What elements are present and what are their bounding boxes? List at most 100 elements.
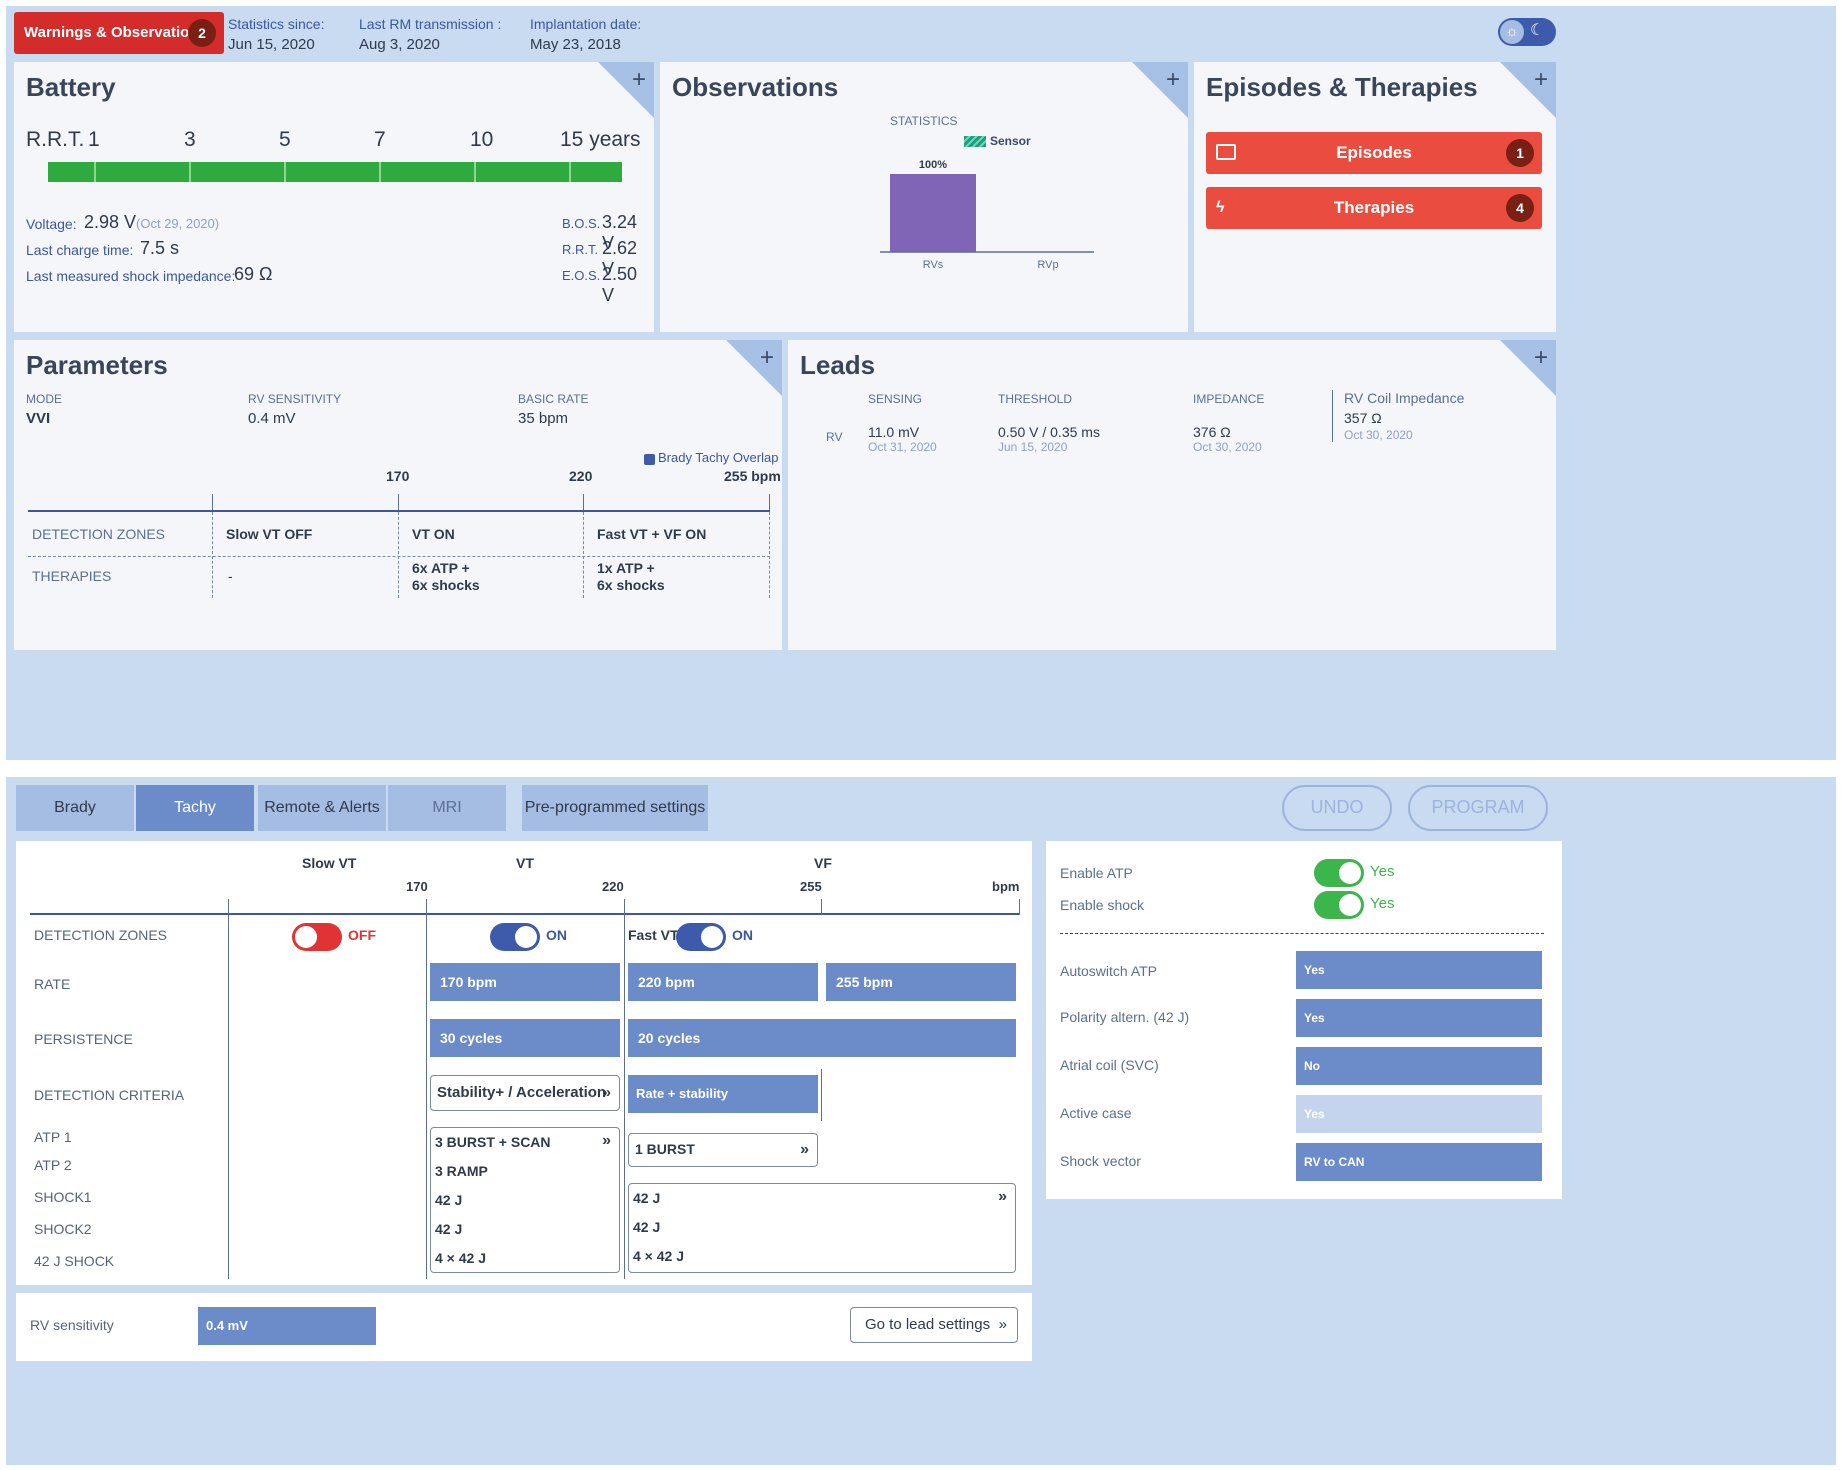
vt-toggle[interactable] [490,923,540,951]
warnings-label: Warnings & Observations [24,24,207,41]
enable-shock-label: Enable shock [1060,897,1145,913]
battery-gauge-fill [48,162,622,182]
observations-chart: 100% RVs RVp [880,159,1094,271]
zone-header-vf: VF [814,855,832,871]
vt-therapy-box[interactable]: 3 BURST + SCAN » 3 RAMP 42 J 42 J 4 × 42… [430,1127,620,1273]
row-divider [28,556,770,557]
toggle-knob [1339,862,1361,884]
slow-vt-toggle[interactable] [292,923,342,951]
vt-atp1: 3 BURST + SCAN [435,1134,551,1150]
mode-value: VVI [26,410,51,427]
chevron-right-icon: » [602,1084,611,1101]
episodes-button[interactable]: Episodes 1 [1206,132,1542,174]
impedance-value: 376 Ω [1193,424,1231,440]
rv-sensitivity-label: RV SENSITIVITY [248,392,342,406]
add-icon[interactable]: + [1533,66,1548,93]
corner-fold [1500,62,1556,118]
lead-settings-button[interactable]: Go to lead settings » [850,1307,1018,1343]
toggle-knob [295,926,317,948]
overlap-legend-swatch [644,454,655,465]
fast-vt-toggle[interactable] [676,923,726,951]
tab-tachy[interactable]: Tachy [136,785,254,831]
row-label-42j-shock: 42 J SHOCK [34,1253,115,1269]
monitor-icon [1216,144,1236,160]
basic-rate-label: BASIC RATE [518,392,589,406]
add-icon[interactable]: + [1165,66,1180,93]
row-label-detection-zones: DETECTION ZONES [34,927,168,943]
vt-criteria-label: Stability+ / Acceleration [437,1084,607,1101]
settings-divider [1060,933,1544,934]
last-rm-label: Last RM transmission : [359,16,502,32]
enable-atp-toggle[interactable] [1314,859,1364,887]
therapies-button[interactable]: ϟ Therapies 4 [1206,187,1542,229]
tachy-scale-unit: bpm [992,879,1020,894]
vt-rate-field[interactable]: 170 bpm [430,963,620,1001]
corner-fold [726,340,782,396]
axis-tick [212,494,213,510]
battery-scale-15: 15 years [560,128,641,151]
shock-vector-field[interactable]: RV to CAN [1296,1143,1542,1181]
warnings-button[interactable]: Warnings & Observations 2 [14,12,224,54]
vt-shock1: 42 J [435,1192,463,1208]
episodes-card: + Episodes & Therapies Episodes 1 ϟ Ther… [1194,62,1556,332]
vf-atp1: 1 BURST [635,1141,695,1157]
warnings-count-badge: 2 [188,19,216,47]
threshold-value: 0.50 V / 0.35 ms [998,424,1100,440]
bos-value: 3.24 V [602,212,638,253]
therapy-slow-vt: - [228,568,233,584]
undo-button[interactable]: UNDO [1282,785,1392,831]
param-scale-220: 220 [569,468,593,484]
sensing-date: Oct 31, 2020 [868,440,937,454]
row-label-persistence: PERSISTENCE [34,1031,133,1047]
vf-persistence-field[interactable]: 20 cycles [628,1019,1016,1057]
fast-vt-state: ON [732,927,753,943]
bar-value-label: 100% [919,159,947,171]
vf-rate-field[interactable]: 255 bpm [826,963,1016,1001]
charge-label: Last charge time: [26,242,134,258]
axis-tick [398,494,399,510]
implant-value: May 23, 2018 [530,36,621,53]
zone-divider [1019,899,1020,915]
tab-remote-alerts[interactable]: Remote & Alerts [258,785,386,831]
grid-line [398,512,399,598]
atrial-coil-field[interactable]: No [1296,1047,1542,1085]
autoswitch-atp-field[interactable]: Yes [1296,951,1542,989]
vt-persistence-field[interactable]: 30 cycles [430,1019,620,1057]
lightning-icon: ϟ [1216,199,1225,216]
vf-criteria-field[interactable]: Rate + stability [628,1075,818,1113]
enable-shock-value: Yes [1370,895,1395,912]
parameters-card: + Parameters MODE VVI RV SENSITIVITY 0.4… [14,340,782,650]
program-button[interactable]: PROGRAM [1408,785,1548,831]
param-axis [28,510,770,512]
tab-mri[interactable]: MRI [388,785,506,831]
vf-shock-box[interactable]: 42 J » 42 J 4 × 42 J [628,1183,1016,1273]
add-icon[interactable]: + [631,66,646,93]
tab-pre-programmed[interactable]: Pre-programmed settings [522,785,708,831]
leads-title: Leads [800,350,876,380]
polarity-field[interactable]: Yes [1296,999,1542,1037]
enable-shock-toggle[interactable] [1314,891,1364,919]
theme-toggle[interactable]: ☼ ☾ [1498,18,1556,46]
rrt-label: R.R.T. [26,128,85,151]
zone-divider [426,899,427,1279]
add-icon[interactable]: + [1533,344,1548,371]
episodes-label: Episodes [1336,143,1412,162]
shock-vector-label: Shock vector [1060,1153,1141,1169]
voltage-label: Voltage: [26,216,77,232]
vf-atp-button[interactable]: 1 BURST » [628,1133,818,1167]
observations-card: + Observations STATISTICS Sensor 100% RVs… [660,62,1188,332]
battery-scale-5: 5 [279,128,291,151]
polarity-label: Polarity altern. (42 J) [1060,1009,1190,1025]
vt-criteria-button[interactable]: Stability+ / Acceleration » [430,1075,620,1111]
rrt2-value: 2.62 V [602,238,638,279]
row-label-rate: RATE [34,976,71,992]
tab-brady[interactable]: Brady [16,785,134,831]
sensing-value: 11.0 mV [868,424,920,440]
fast-vt-rate-field[interactable]: 220 bpm [628,963,818,1001]
zone-header-slow-vt: Slow VT [302,855,357,871]
rv-sensitivity-field[interactable]: 0.4 mV [198,1307,376,1345]
tachy-scale-255: 255 [800,879,822,894]
therapy-vf-shocks: 6x shocks [597,577,665,593]
add-icon[interactable]: + [759,344,774,371]
voltage-value: 2.98 V [84,212,137,232]
